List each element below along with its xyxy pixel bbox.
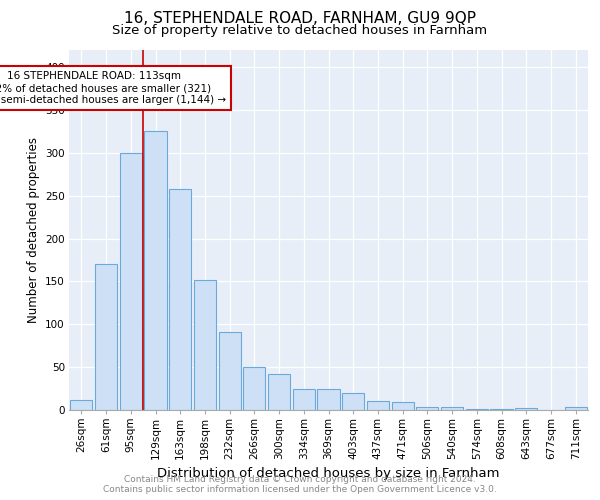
Bar [119, 153, 142, 410]
Bar [243, 367, 265, 410]
Bar [490, 409, 512, 410]
Bar [317, 388, 340, 410]
Bar [70, 400, 92, 410]
Bar [515, 408, 538, 410]
Bar [268, 374, 290, 410]
Bar [367, 402, 389, 410]
Text: 16 STEPHENDALE ROAD: 113sqm
← 22% of detached houses are smaller (321)
78% of se: 16 STEPHENDALE ROAD: 113sqm ← 22% of det… [0, 72, 226, 104]
Bar [169, 189, 191, 410]
Bar [441, 406, 463, 410]
Bar [145, 132, 167, 410]
Text: Contains HM Land Registry data © Crown copyright and database right 2024.
Contai: Contains HM Land Registry data © Crown c… [103, 474, 497, 494]
Bar [218, 332, 241, 410]
Bar [565, 408, 587, 410]
Text: Size of property relative to detached houses in Farnham: Size of property relative to detached ho… [112, 24, 488, 37]
Bar [466, 409, 488, 410]
Bar [416, 408, 439, 410]
Bar [95, 264, 117, 410]
Bar [392, 402, 414, 410]
Bar [194, 280, 216, 410]
Bar [342, 393, 364, 410]
Text: 16, STEPHENDALE ROAD, FARNHAM, GU9 9QP: 16, STEPHENDALE ROAD, FARNHAM, GU9 9QP [124, 11, 476, 26]
X-axis label: Distribution of detached houses by size in Farnham: Distribution of detached houses by size … [157, 468, 500, 480]
Y-axis label: Number of detached properties: Number of detached properties [26, 137, 40, 323]
Bar [293, 388, 315, 410]
